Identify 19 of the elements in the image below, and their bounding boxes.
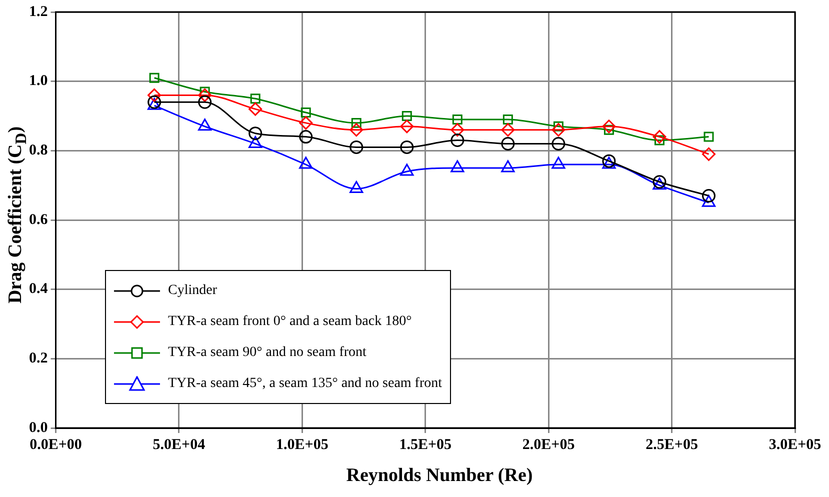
- y-tick-label: 0.6: [29, 212, 48, 228]
- x-tick-label: 5.0E+04: [152, 436, 206, 453]
- legend-label: Cylinder: [168, 282, 217, 298]
- legend-label: TYR-a seam 45°, a seam 135° and no seam front: [168, 376, 442, 392]
- y-tick-label: 1.2: [29, 4, 48, 20]
- x-tick-label: 1.5E+05: [399, 436, 452, 453]
- x-tick-label: 1.0E+05: [276, 436, 328, 453]
- legend-label: TYR-a seam front 0° and a seam back 180°: [168, 314, 412, 330]
- x-tick-label: 0.0E+00: [30, 436, 82, 453]
- x-tick-label: 2.0E+05: [522, 436, 575, 453]
- x-tick-label: 2.5E+05: [646, 436, 698, 453]
- y-tick-label: 0.2: [29, 350, 48, 367]
- legend-label: TYR-a seam 90° and no seam front: [168, 344, 366, 360]
- x-axis-title: Reynolds Number (Re): [345, 465, 534, 487]
- y-tick-label: 0.4: [29, 281, 48, 298]
- y-tick-label: 0.0: [29, 420, 48, 436]
- x-tick-label: 3.0E+05: [768, 436, 822, 453]
- y-tick-label: 1.0: [29, 73, 48, 90]
- y-tick-label: 0.8: [29, 142, 48, 159]
